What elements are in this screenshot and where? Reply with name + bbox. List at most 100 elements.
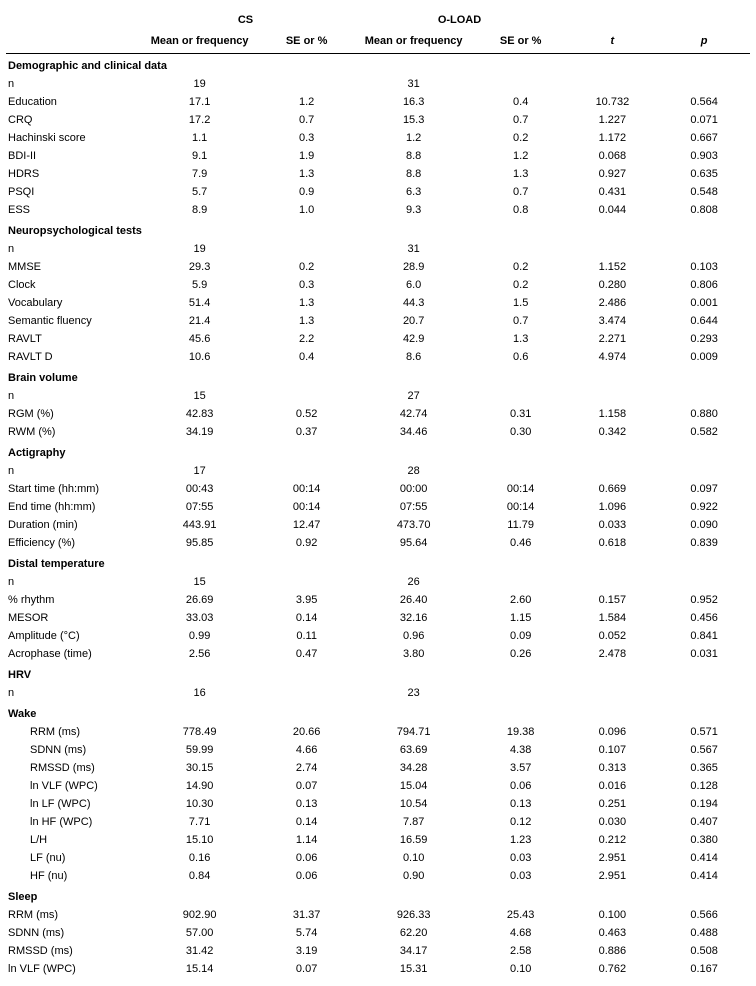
row-value: 0.03 — [475, 867, 567, 885]
row-value — [567, 684, 659, 702]
row-value: 0.839 — [658, 534, 750, 552]
row-value: 5.74 — [261, 924, 353, 942]
row-value: 8.8 — [353, 165, 475, 183]
row-value: 34.17 — [353, 942, 475, 960]
row-value: 31.37 — [261, 906, 353, 924]
row-value — [475, 573, 567, 591]
row-value: 0.128 — [658, 777, 750, 795]
row-value: 0.488 — [658, 924, 750, 942]
row-value: 902.90 — [138, 906, 260, 924]
col-header-ol-se: SE or % — [475, 32, 567, 54]
row-value: 12.47 — [261, 516, 353, 534]
table-row: n1728 — [6, 462, 750, 480]
col-header-cs-se: SE or % — [261, 32, 353, 54]
table-row: Duration (min)443.9112.47473.7011.790.03… — [6, 516, 750, 534]
row-value: 0.30 — [475, 423, 567, 441]
row-value: 51.4 — [138, 294, 260, 312]
row-label: MESOR — [6, 609, 138, 627]
row-value: 0.90 — [353, 867, 475, 885]
row-value: 0.031 — [658, 645, 750, 663]
row-value: 0.044 — [567, 201, 659, 219]
row-value: 5.9 — [138, 276, 260, 294]
row-label: ln LF (WPC) — [6, 795, 138, 813]
row-value: 2.478 — [567, 645, 659, 663]
row-label: RAVLT D — [6, 348, 138, 366]
table-row: HDRS7.91.38.81.30.9270.635 — [6, 165, 750, 183]
row-value: 4.38 — [475, 741, 567, 759]
row-value: 31 — [353, 75, 475, 93]
row-label: RMSSD (ms) — [6, 759, 138, 777]
row-value: 0.922 — [658, 498, 750, 516]
table-row: RGM (%)42.830.5242.740.311.1580.880 — [6, 405, 750, 423]
row-value: 00:14 — [475, 480, 567, 498]
table-row: Efficiency (%)95.850.9295.640.460.6180.8… — [6, 534, 750, 552]
table-row: RAVLT D10.60.48.60.64.9740.009 — [6, 348, 750, 366]
row-value: 44.3 — [353, 294, 475, 312]
row-value: 1.0 — [261, 201, 353, 219]
row-value: 7.87 — [353, 813, 475, 831]
table-row: Clock5.90.36.00.20.2800.806 — [6, 276, 750, 294]
row-label: RWM (%) — [6, 423, 138, 441]
row-value: 0.107 — [567, 741, 659, 759]
row-value: 10.54 — [353, 795, 475, 813]
row-value: 794.71 — [353, 723, 475, 741]
row-value: 0.8 — [475, 201, 567, 219]
row-value: 45.6 — [138, 330, 260, 348]
row-value: 0.841 — [658, 627, 750, 645]
row-value: 17.1 — [138, 93, 260, 111]
row-value: 19 — [138, 75, 260, 93]
row-value: 3.57 — [475, 759, 567, 777]
row-value: 0.635 — [658, 165, 750, 183]
row-value: 0.431 — [567, 183, 659, 201]
row-value — [475, 75, 567, 93]
row-value: 0.886 — [567, 942, 659, 960]
row-label: % rhythm — [6, 591, 138, 609]
section-title: Actigraphy — [6, 441, 750, 462]
row-value — [567, 573, 659, 591]
row-value: 2.74 — [261, 759, 353, 777]
table-row: RAVLT45.62.242.91.32.2710.293 — [6, 330, 750, 348]
table-row: Vocabulary51.41.344.31.52.4860.001 — [6, 294, 750, 312]
row-value: 10.30 — [138, 795, 260, 813]
row-value — [658, 573, 750, 591]
row-label: ln VLF (WPC) — [6, 777, 138, 795]
row-value — [475, 240, 567, 258]
table-row: RMSSD (ms)31.423.1934.172.580.8860.508 — [6, 942, 750, 960]
row-value: 0.090 — [658, 516, 750, 534]
row-value: 8.6 — [353, 348, 475, 366]
row-value: 30.15 — [138, 759, 260, 777]
row-value: 0.157 — [567, 591, 659, 609]
table-row: ln LF (WPC)10.300.1310.540.130.2510.194 — [6, 795, 750, 813]
row-value: 23 — [353, 684, 475, 702]
row-value: 0.564 — [658, 93, 750, 111]
row-value: 0.84 — [138, 867, 260, 885]
row-value: 0.566 — [658, 906, 750, 924]
row-value: 0.37 — [261, 423, 353, 441]
row-value: 473.70 — [353, 516, 475, 534]
row-value: 63.69 — [353, 741, 475, 759]
row-value: 443.91 — [138, 516, 260, 534]
row-value: 1.1 — [138, 129, 260, 147]
table-row: LF (nu)0.160.060.100.032.9510.414 — [6, 849, 750, 867]
row-value: 9.1 — [138, 147, 260, 165]
row-label: L/H — [6, 831, 138, 849]
table-row: ln VLF (WPC)15.140.0715.310.100.7620.167 — [6, 960, 750, 978]
row-value: 2.60 — [475, 591, 567, 609]
row-value: 0.03 — [475, 849, 567, 867]
row-value: 2.486 — [567, 294, 659, 312]
row-value: 34.28 — [353, 759, 475, 777]
row-value: 0.06 — [261, 867, 353, 885]
col-header-ol-mean: Mean or frequency — [353, 32, 475, 54]
row-value: 00:00 — [353, 480, 475, 498]
row-value: 0.071 — [658, 111, 750, 129]
row-label: LF (nu) — [6, 849, 138, 867]
table-row: BDI-II9.11.98.81.20.0680.903 — [6, 147, 750, 165]
row-value: 07:55 — [138, 498, 260, 516]
row-value: 0.31 — [475, 405, 567, 423]
table-row: SDNN (ms)59.994.6663.694.380.1070.567 — [6, 741, 750, 759]
row-value: 15 — [138, 573, 260, 591]
row-value: 0.618 — [567, 534, 659, 552]
row-label: Clock — [6, 276, 138, 294]
row-value: 0.4 — [475, 93, 567, 111]
row-value: 0.92 — [261, 534, 353, 552]
